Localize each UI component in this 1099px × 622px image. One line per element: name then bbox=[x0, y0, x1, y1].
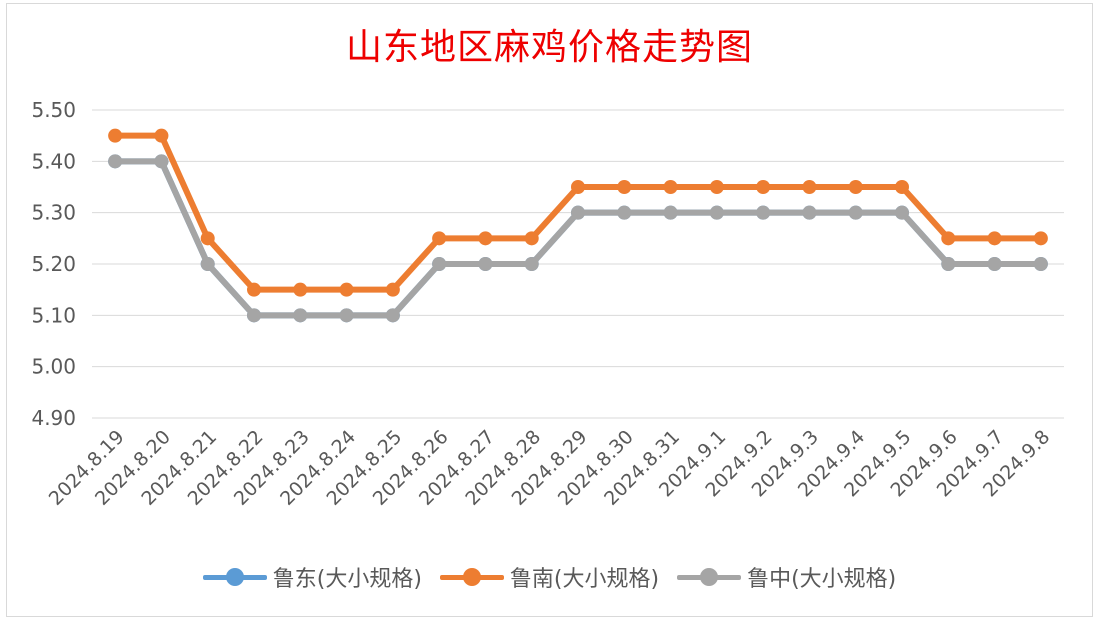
legend-swatch-lunan bbox=[439, 567, 504, 587]
legend-label-luzhong: 鲁中(大小规格) bbox=[747, 567, 897, 592]
legend-item-luzhong[interactable]: 鲁中(大小规格) bbox=[677, 561, 896, 593]
chart-frame bbox=[6, 3, 1093, 617]
data-point[interactable] bbox=[941, 231, 956, 246]
data-point[interactable] bbox=[432, 231, 447, 246]
y-tick-label: 4.90 bbox=[31, 406, 76, 430]
gridlines bbox=[92, 109, 1064, 419]
x-axis-ticks: 2024.8.192024.8.202024.8.212024.8.222024… bbox=[45, 426, 1055, 510]
legend-swatch-luzhong bbox=[677, 567, 742, 587]
data-point[interactable] bbox=[108, 154, 123, 169]
chart-title: 山东地区麻鸡价格走势图 bbox=[345, 27, 753, 68]
data-point[interactable] bbox=[571, 180, 585, 194]
legend-item-lunan[interactable]: 鲁南(大小规格) bbox=[439, 561, 660, 593]
y-tick-label: 5.40 bbox=[31, 149, 76, 173]
data-point[interactable] bbox=[895, 180, 909, 194]
series-1 bbox=[108, 128, 1048, 297]
legend-label-ludong: 鲁东(大小规格) bbox=[272, 567, 422, 592]
data-point[interactable] bbox=[339, 282, 354, 297]
data-point[interactable] bbox=[247, 308, 261, 323]
data-point[interactable] bbox=[478, 231, 493, 246]
data-point[interactable] bbox=[293, 282, 308, 297]
y-tick-label: 5.50 bbox=[31, 98, 76, 122]
data-point[interactable] bbox=[709, 205, 724, 220]
y-tick-label: 5.10 bbox=[31, 303, 76, 327]
data-point[interactable] bbox=[385, 282, 400, 297]
data-point[interactable] bbox=[617, 180, 632, 194]
data-point[interactable] bbox=[524, 257, 539, 271]
data-point[interactable] bbox=[154, 128, 169, 143]
data-point[interactable] bbox=[154, 154, 169, 169]
legend-swatch-ludong bbox=[202, 567, 267, 587]
data-point[interactable] bbox=[802, 205, 817, 220]
y-tick-label: 5.20 bbox=[31, 252, 76, 276]
data-point[interactable] bbox=[478, 257, 493, 271]
data-point[interactable] bbox=[848, 205, 863, 220]
data-point[interactable] bbox=[987, 257, 1002, 271]
legend-item-ludong[interactable]: 鲁东(大小规格) bbox=[202, 561, 422, 593]
data-point[interactable] bbox=[385, 308, 400, 323]
y-tick-label: 5.30 bbox=[31, 201, 76, 225]
data-point[interactable] bbox=[247, 282, 261, 297]
legend-label-lunan: 鲁南(大小规格) bbox=[509, 567, 660, 592]
data-point[interactable] bbox=[571, 205, 585, 220]
y-tick-label: 5.00 bbox=[31, 355, 76, 379]
data-point[interactable] bbox=[663, 180, 678, 194]
data-point[interactable] bbox=[848, 180, 863, 194]
data-point[interactable] bbox=[108, 128, 123, 143]
data-point[interactable] bbox=[617, 205, 632, 220]
data-point[interactable] bbox=[200, 231, 215, 246]
legend-marker-ludong bbox=[225, 568, 244, 586]
data-point[interactable] bbox=[1033, 231, 1048, 246]
data-point[interactable] bbox=[339, 308, 354, 323]
series-layer bbox=[108, 128, 1048, 323]
data-point[interactable] bbox=[293, 308, 308, 323]
data-point[interactable] bbox=[663, 205, 678, 220]
data-point[interactable] bbox=[524, 231, 539, 246]
data-point[interactable] bbox=[987, 231, 1002, 246]
series-2 bbox=[108, 154, 1048, 323]
data-point[interactable] bbox=[1033, 257, 1048, 271]
data-point[interactable] bbox=[941, 257, 956, 271]
data-point[interactable] bbox=[802, 180, 817, 194]
data-point[interactable] bbox=[895, 205, 909, 220]
data-point[interactable] bbox=[709, 180, 724, 194]
series-0 bbox=[108, 154, 1048, 323]
data-point[interactable] bbox=[200, 257, 215, 271]
legend-marker-lunan bbox=[462, 568, 481, 586]
data-point[interactable] bbox=[756, 205, 771, 220]
legend: 鲁东(大小规格) 鲁南(大小规格) 鲁中(大小规格) bbox=[0, 561, 1099, 593]
legend-marker-luzhong bbox=[700, 568, 719, 586]
data-point[interactable] bbox=[432, 257, 447, 271]
data-point[interactable] bbox=[756, 180, 771, 194]
y-axis-ticks: 5.50 5.40 5.30 5.20 5.10 5.00 4.90 bbox=[31, 98, 76, 430]
